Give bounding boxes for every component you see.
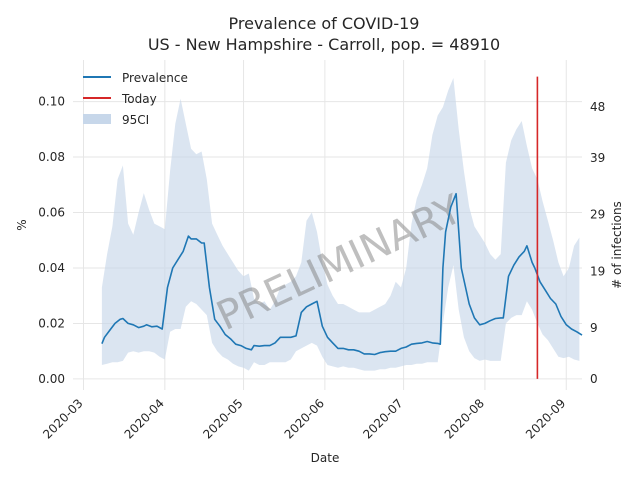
y2-tick-label: 19: [590, 264, 605, 278]
y-tick-label: 0.10: [38, 95, 65, 109]
y-tick-label: 0.00: [38, 372, 65, 386]
y-tick-label: 0.08: [38, 150, 65, 164]
y2-axis-label: # of infections: [610, 201, 624, 289]
legend: Prevalence Today 95CI: [83, 71, 188, 127]
y-axis-label: %: [15, 219, 29, 230]
chart-subtitle: US - New Hampshire - Carroll, pop. = 489…: [148, 35, 500, 54]
chart-title: Prevalence of COVID-19: [229, 14, 420, 33]
y-tick-label: 0.06: [38, 206, 65, 220]
y2-tick-label: 29: [590, 207, 605, 221]
legend-today-label: Today: [121, 92, 157, 106]
y2-tick-label: 48: [590, 100, 605, 114]
y-tick-label: 0.02: [38, 316, 65, 330]
prevalence-line: [101, 192, 583, 356]
x-axis-label: Date: [311, 451, 340, 465]
y2-tick-label: 0: [590, 372, 598, 386]
y2-tick-label: 9: [590, 321, 598, 335]
y2-tick-label: 39: [590, 151, 605, 165]
legend-95ci-swatch: [83, 114, 111, 124]
y-tick-label: 0.04: [38, 261, 65, 275]
legend-95ci-label: 95CI: [122, 113, 149, 127]
ci-band: [101, 78, 580, 371]
legend-prevalence-label: Prevalence: [122, 71, 188, 85]
